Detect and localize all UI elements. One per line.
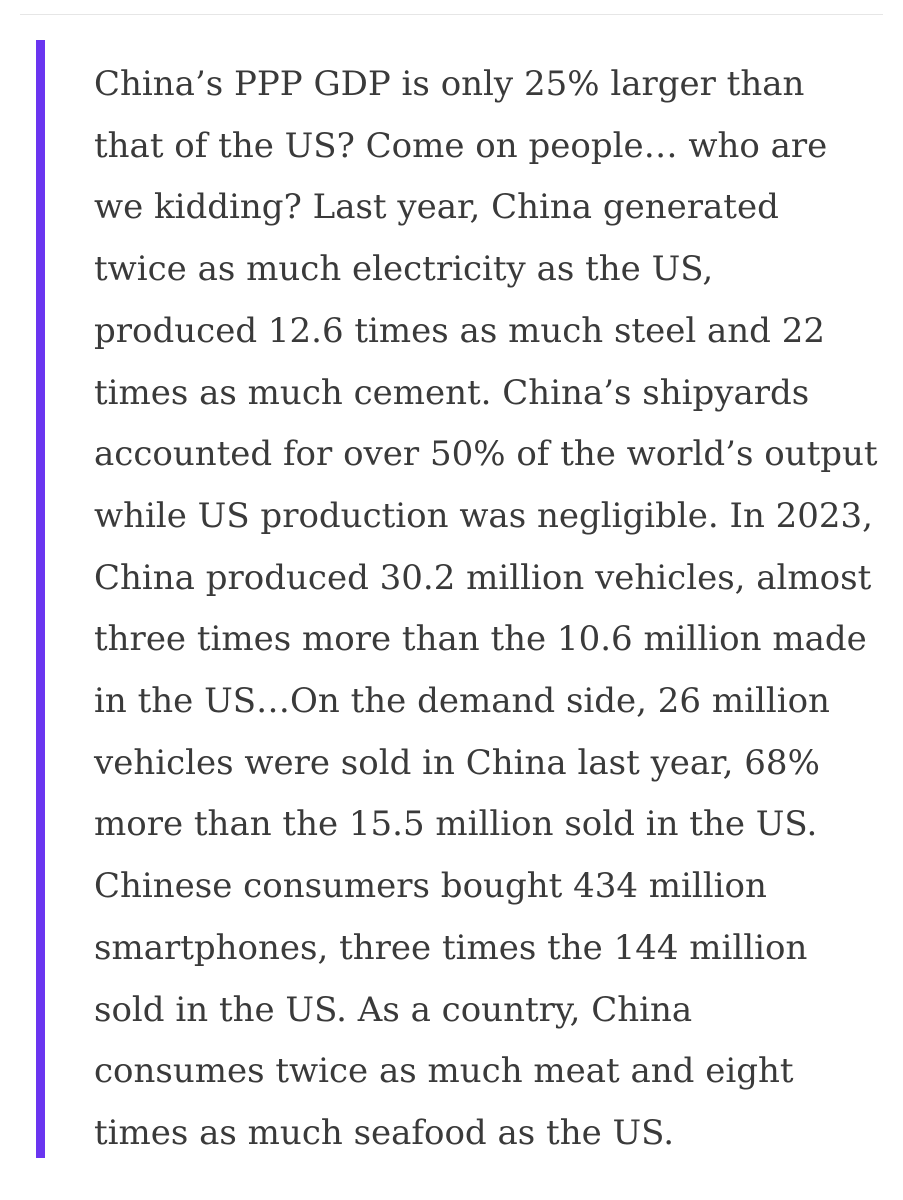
top-divider <box>20 14 883 15</box>
quote-line: in the US…On the demand side, 26 million <box>94 681 830 722</box>
quote-line: times as much seafood as the US. <box>94 1112 675 1153</box>
quote-line: more than the 15.5 million sold in the U… <box>94 804 818 845</box>
quote-line: smartphones, three times the 144 million <box>94 927 808 968</box>
quote-line: China produced 30.2 million vehicles, al… <box>94 557 872 598</box>
quote-line: sold in the US. As a country, China <box>94 989 693 1030</box>
quote-line: produced 12.6 times as much steel and 22 <box>94 310 825 351</box>
quote-line: we kidding? Last year, China generated <box>94 187 779 228</box>
quote-line: China’s PPP GDP is only 25% larger than <box>94 64 805 104</box>
quote-line: Chinese consumers bought 434 million <box>94 866 767 907</box>
quote-text: China’s PPP GDP is only 25% larger than … <box>94 54 884 1165</box>
quote-line: accounted for over 50% of the world’s ou… <box>94 434 878 475</box>
quote-line: consumes twice as much meat and eight <box>94 1051 794 1092</box>
quote-line: vehicles were sold in China last year, 6… <box>94 742 820 783</box>
quote-line: while US production was negligible. In 2… <box>94 495 873 536</box>
quote-line: that of the US? Come on people… who are <box>94 125 828 166</box>
blockquote: China’s PPP GDP is only 25% larger than … <box>36 40 886 1158</box>
quote-line: three times more than the 10.6 million m… <box>94 619 867 660</box>
quote-line: times as much cement. China’s shipyards <box>94 372 810 413</box>
quote-bar <box>36 40 45 1158</box>
quote-line: twice as much electricity as the US, <box>94 249 714 290</box>
